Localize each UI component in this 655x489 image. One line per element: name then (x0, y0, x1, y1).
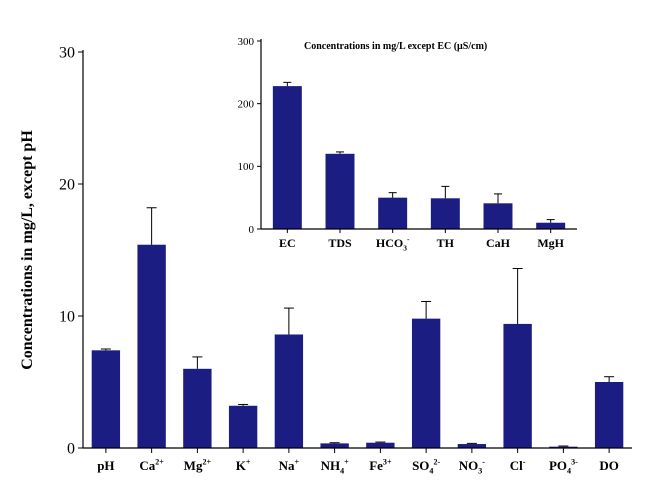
category-subscript: 3 (403, 243, 407, 252)
main-bar-6 (366, 442, 395, 448)
inset-y-tick-label: 100 (238, 161, 255, 173)
main-x-tick-label-1: Ca2+ (139, 458, 164, 473)
category-base: Fe (369, 458, 383, 473)
category-superscript: 2+ (155, 458, 164, 467)
category-base: CaH (486, 236, 511, 250)
inset-y-tick-label: 0 (249, 224, 255, 236)
category-base: TH (437, 236, 455, 250)
category-superscript: 3+ (383, 458, 392, 467)
category-base: MgH (537, 236, 564, 250)
main-x-tick-label-7: SO42- (412, 457, 440, 475)
main-bar-2 (183, 368, 212, 448)
inset-x-tick-label-3: TH (437, 236, 455, 250)
main-bar-10 (549, 446, 578, 448)
category-base: Cl (510, 458, 523, 473)
main-x-tick-label-11: DO (599, 458, 619, 473)
main-x-tick-label-4: Na+ (279, 458, 300, 473)
inset-y-tick-label: 300 (238, 36, 255, 48)
inset-bar-2 (378, 197, 408, 229)
category-superscript: 2- (433, 457, 440, 466)
main-x-tick-label-9: Cl- (510, 458, 526, 473)
category-base: pH (97, 458, 114, 473)
inset-x-tick-label-2: HCO3- (376, 235, 410, 253)
category-subscript: 4 (340, 467, 344, 476)
main-y-tick-label: 20 (59, 177, 75, 194)
main-bars (91, 244, 624, 448)
category-superscript: 2+ (202, 458, 211, 467)
category-base: HCO (376, 236, 403, 250)
main-y-axis-label: Concentrations in mg/L, except pH (19, 130, 36, 370)
category-base: Na (279, 458, 295, 473)
category-subscript: 4 (429, 467, 433, 476)
inset-x-ticks: EC TDS HCO3- TH CaH MgH (279, 229, 565, 252)
category-superscript: - (407, 235, 410, 244)
category-superscript: + (344, 457, 349, 466)
inset-bar-4 (483, 203, 513, 229)
category-subscript: 3 (478, 467, 482, 476)
main-bar-5 (320, 443, 349, 448)
category-base: Mg (184, 458, 203, 473)
main-bar-11 (594, 382, 624, 448)
inset-x-tick-label-5: MgH (537, 236, 564, 250)
inset-bar-5 (536, 222, 566, 229)
main-bar-3 (228, 405, 258, 448)
inset-bar-1 (325, 153, 355, 229)
inset-x-tick-label-1: TDS (328, 236, 352, 250)
category-base: NO (459, 458, 479, 473)
category-base: EC (279, 236, 296, 250)
main-y-tick-label: 10 (59, 309, 75, 326)
main-x-tick-label-5: NH4+ (321, 457, 350, 475)
inset-chart-title: Concentrations in mg/L except EC (µS/cm) (304, 41, 487, 52)
main-y-tick-label: 0 (67, 441, 75, 458)
main-bar-1 (137, 244, 166, 448)
main-bar-7 (411, 318, 441, 448)
main-x-tick-label-6: Fe3+ (369, 458, 392, 473)
main-x-tick-label-2: Mg2+ (184, 458, 212, 473)
category-subscript: 4 (567, 467, 571, 476)
main-bar-0 (91, 350, 121, 448)
main-x-tick-label-0: pH (97, 458, 114, 473)
category-superscript: + (295, 458, 300, 467)
main-x-tick-label-8: NO3- (459, 457, 486, 475)
inset-bar-0 (272, 86, 302, 230)
category-base: DO (599, 458, 619, 473)
category-base: SO (412, 458, 429, 473)
category-base: TDS (328, 236, 352, 250)
category-base: PO (549, 458, 567, 473)
inset-y-ticks: 0 100 200 300 (238, 36, 261, 236)
category-superscript: + (246, 458, 251, 467)
inset-y-tick-label: 200 (238, 99, 255, 111)
category-base: Ca (139, 458, 155, 473)
main-bar-8 (457, 444, 487, 448)
category-base: NH (321, 458, 341, 473)
main-bar-9 (503, 323, 532, 448)
category-base: K (236, 458, 247, 473)
category-superscript: - (523, 458, 526, 467)
category-superscript: - (482, 457, 485, 466)
main-bar-4 (274, 334, 304, 448)
main-x-ticks: pH Ca2+ Mg2+ K+ Na+ NH4+ Fe3+ SO42- NO3- Cl- PO43-… (97, 448, 619, 476)
inset-chart: Concentrations in mg/L except EC (µS/cm)… (238, 36, 577, 252)
category-superscript: 3- (571, 457, 578, 466)
main-x-tick-label-3: K+ (236, 458, 251, 473)
inset-x-tick-label-0: EC (279, 236, 296, 250)
inset-bars (272, 86, 566, 230)
inset-x-tick-label-4: CaH (486, 236, 511, 250)
inset-bar-3 (430, 198, 460, 229)
main-error-bars (100, 207, 615, 447)
main-x-tick-label-10: PO43- (549, 457, 578, 475)
main-y-tick-label: 30 (59, 45, 75, 62)
main-y-ticks: 0 10 20 30 (59, 45, 83, 458)
inset-error-bars (283, 81, 555, 223)
